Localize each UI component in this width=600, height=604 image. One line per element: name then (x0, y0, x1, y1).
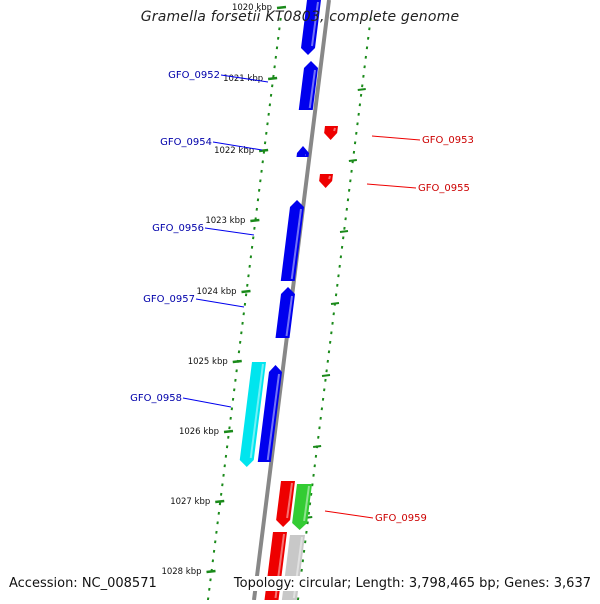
gene-label: GFO_0959 (375, 513, 427, 524)
outer-tick (340, 231, 348, 232)
gene-label-leader (205, 228, 254, 235)
scale-label: 1024 kbp (196, 287, 236, 297)
scale-tick (215, 501, 224, 502)
scale-tick (224, 431, 233, 432)
topology-label: Topology: circular; Length: 3,798,465 bp… (230, 576, 591, 591)
scale-tick (207, 571, 216, 572)
gene-block (324, 126, 338, 140)
gene-block-shade (329, 176, 330, 179)
gene-label-leader (325, 511, 373, 518)
gene-block (319, 174, 333, 188)
gene-block-shade (334, 128, 335, 131)
scale-label: 1027 kbp (170, 497, 210, 507)
scale-label: 1028 kbp (161, 567, 201, 577)
outer-tick (331, 303, 339, 304)
scale-label: 1025 kbp (188, 357, 228, 367)
gene-label: GFO_0956 (152, 223, 204, 234)
scale-tick (250, 220, 259, 221)
gene-block (276, 287, 296, 338)
scale-tick (268, 78, 277, 79)
gene-label: GFO_0955 (418, 183, 470, 194)
scale-tick (242, 291, 251, 292)
accession-label: Accession: NC_008571 (9, 576, 161, 591)
outer-tick (322, 375, 330, 376)
scale-tick (277, 7, 286, 8)
gene-label: GFO_0953 (422, 135, 474, 146)
scale-label: 1026 kbp (179, 427, 219, 437)
gene-label-leader (196, 299, 244, 307)
scale-label: 1023 kbp (205, 216, 245, 226)
gene-label: GFO_0957 (143, 294, 195, 305)
gene-label: GFO_0954 (160, 137, 212, 148)
gene-block (297, 146, 310, 157)
gene-label-leader (183, 398, 231, 407)
gene-label-leader (372, 136, 420, 140)
map-title: Gramella forsetii KT0803, complete genom… (0, 9, 600, 25)
gene-label: GFO_0958 (130, 393, 182, 404)
scale-label: 1021 kbp (223, 74, 263, 84)
outer-tick (313, 446, 321, 447)
gene-label: GFO_0952 (168, 70, 220, 81)
outer-tick (358, 89, 366, 90)
outer-tick (349, 160, 357, 161)
scale-tick (233, 361, 242, 362)
gene-label-leader (367, 184, 416, 188)
